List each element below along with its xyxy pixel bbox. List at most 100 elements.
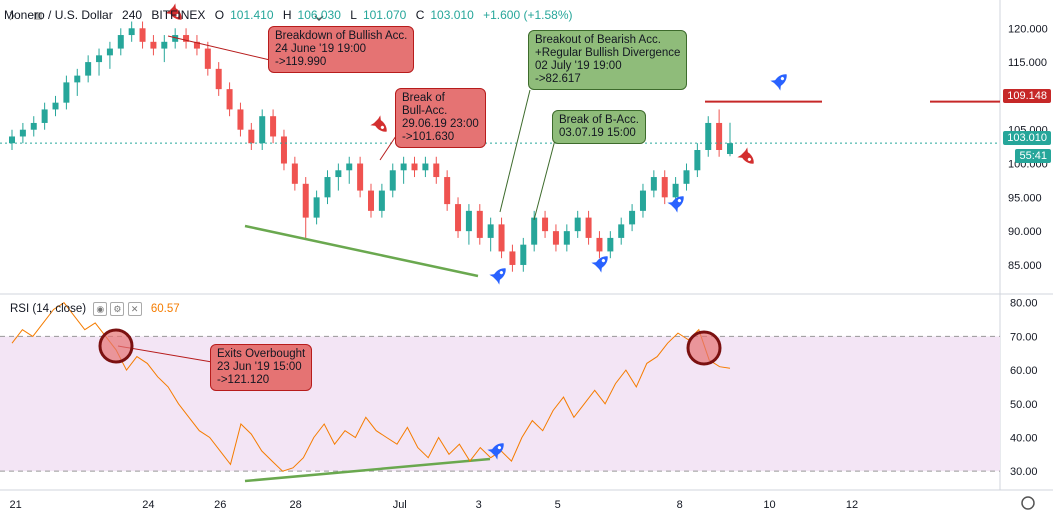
candle-body — [509, 251, 516, 265]
candle-body — [531, 217, 538, 245]
rocket-window — [380, 125, 385, 130]
candle-body — [291, 163, 298, 184]
ohlc-c-label: C — [415, 8, 425, 22]
candle-body — [128, 28, 135, 36]
rsi-value: 60.57 — [150, 303, 180, 315]
time-tick-label: 10 — [763, 499, 775, 511]
candle-body — [607, 237, 614, 252]
candle-body — [422, 163, 429, 171]
annotation-line: 29.06.19 23:00 — [402, 118, 479, 130]
rocket-fin — [591, 262, 602, 273]
ohlc-l-label: L — [350, 8, 357, 22]
rocket-fin — [737, 147, 748, 158]
rsi-tick-label: 30.00 — [1010, 466, 1038, 478]
candle-body — [563, 231, 570, 245]
candle-body — [498, 224, 505, 252]
rsi-header: RSI (14, close) ◉ ⚙ ✕ 60.57 — [10, 302, 180, 316]
rocket-window — [175, 13, 180, 18]
candle-body — [74, 75, 81, 83]
ohlc-open: 101.410 — [230, 8, 274, 22]
time-tick-label: 24 — [142, 499, 154, 511]
candle-body — [172, 35, 179, 42]
candle-body — [19, 129, 26, 137]
candle-body — [324, 177, 331, 198]
ohlc-o-label: O — [214, 8, 225, 22]
annotation-line: ->82.617 — [535, 73, 581, 85]
candle-body — [661, 177, 668, 198]
interval-label[interactable]: 240 — [122, 8, 143, 22]
candle-body — [193, 41, 200, 49]
time-tick-label: Jul — [393, 499, 407, 511]
rocket-up-icon — [667, 196, 684, 213]
chevron-down-icon[interactable] — [314, 15, 324, 22]
rocket-down-icon — [165, 3, 182, 20]
chart-settings-gear-icon[interactable] — [1021, 496, 1035, 510]
candle-body — [552, 231, 559, 245]
rsi-tick-label: 40.00 — [1010, 432, 1038, 444]
countdown-tag: 55:41 — [1015, 149, 1051, 163]
candle-body — [259, 116, 266, 144]
candle-body — [433, 163, 440, 178]
candle-body — [106, 48, 113, 56]
rocket-up-icon — [591, 256, 608, 273]
annotation-break-b-acc: Break of B-Acc. 03.07.19 15:00 — [552, 110, 646, 144]
rocket-up-icon — [770, 74, 787, 91]
overbought-marker — [98, 328, 134, 364]
rocket-fin — [165, 3, 176, 14]
candle-body — [237, 109, 244, 130]
eye-icon[interactable]: ◉ — [93, 302, 108, 316]
price-tick-label: 85.000 — [1008, 260, 1042, 272]
rocket-up-icon — [489, 268, 506, 285]
candle-body — [694, 150, 701, 171]
symbol-title[interactable]: Monero / U.S. Dollar — [4, 8, 113, 22]
candle-body — [9, 136, 15, 144]
candle-body — [574, 217, 581, 232]
support-trendline — [244, 224, 479, 278]
rocket-fin — [770, 80, 781, 91]
candle-body — [378, 190, 385, 211]
candle-body — [618, 224, 625, 238]
exchange-label[interactable]: BITFINEX — [151, 8, 206, 22]
rocket-up-icon — [487, 443, 504, 460]
rsi-tick-label: 50.00 — [1010, 399, 1038, 411]
candle-body — [302, 183, 309, 218]
rocket-window — [677, 198, 682, 203]
candle-body — [487, 224, 494, 238]
candle-body — [248, 129, 255, 144]
rocket-down-icon — [370, 115, 387, 132]
ohlc-change: +1.600 (+1.58%) — [483, 8, 573, 22]
candle-body — [204, 48, 211, 69]
candle-body — [85, 62, 92, 76]
close-icon[interactable]: ✕ — [127, 302, 142, 316]
candle-body — [161, 41, 168, 49]
candle-body — [357, 163, 364, 191]
time-tick-label: 5 — [555, 499, 561, 511]
candle-body — [389, 170, 396, 191]
annotation-connector — [499, 89, 531, 213]
settings-gear-icon[interactable]: ⚙ — [110, 302, 125, 316]
candle-body — [455, 204, 462, 232]
annotation-connector — [167, 35, 271, 61]
price-tick-label: 90.000 — [1008, 226, 1042, 238]
candle-body — [585, 217, 592, 238]
candle-body — [335, 170, 342, 178]
annotation-line: Breakout of Bearish Acc. — [535, 34, 661, 46]
annotation-line: 02 July '19 19:00 — [535, 60, 622, 72]
candle-body — [542, 217, 549, 232]
rsi-label[interactable]: RSI (14, close) — [10, 303, 87, 315]
rsi-tick-label: 80.00 — [1010, 298, 1038, 310]
ohlc-close: 103.010 — [430, 8, 474, 22]
candle-body — [63, 82, 70, 103]
candle-body — [639, 190, 646, 211]
annotation-line: Break of B-Acc. — [559, 114, 639, 126]
annotation-line: Bull-Acc. — [402, 105, 448, 117]
rsi-trendline — [244, 457, 491, 483]
candle-body — [150, 41, 157, 49]
time-tick-label: 8 — [677, 499, 683, 511]
rocket-window — [747, 157, 752, 162]
annotation-breakout-bearish: Breakout of Bearish Acc. +Regular Bullis… — [528, 30, 688, 90]
candle-body — [727, 143, 733, 154]
symbol-badge-icon — [34, 12, 42, 20]
annotation-connector — [117, 345, 213, 363]
